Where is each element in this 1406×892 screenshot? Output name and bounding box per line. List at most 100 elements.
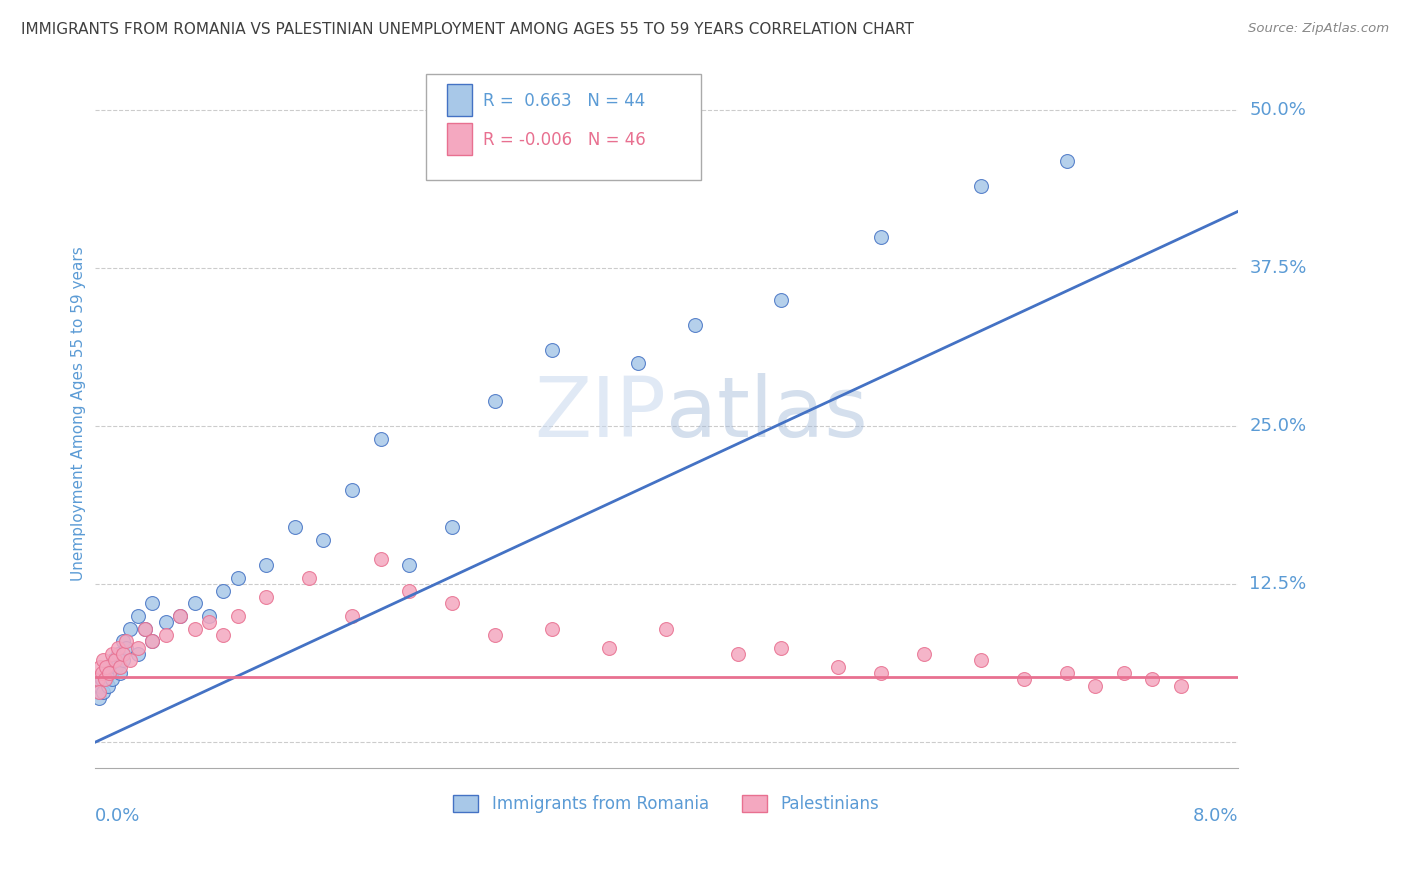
Point — [155, 628, 177, 642]
Point — [141, 634, 163, 648]
Point — [727, 647, 749, 661]
Point — [134, 622, 156, 636]
Point — [769, 640, 792, 655]
Point — [284, 520, 307, 534]
Text: 50.0%: 50.0% — [1250, 101, 1306, 120]
Point — [212, 628, 235, 642]
Point — [598, 640, 620, 655]
Point — [970, 179, 993, 194]
Point — [1056, 665, 1078, 680]
Point — [115, 640, 138, 655]
Text: R =  0.663   N = 44: R = 0.663 N = 44 — [484, 92, 645, 110]
Text: 25.0%: 25.0% — [1250, 417, 1306, 435]
Point — [86, 685, 108, 699]
Point — [169, 609, 191, 624]
Point — [127, 640, 149, 655]
Point — [1112, 665, 1135, 680]
Point — [89, 679, 111, 693]
Text: R = -0.006   N = 46: R = -0.006 N = 46 — [484, 130, 647, 149]
Point — [198, 609, 221, 624]
Point — [441, 520, 464, 534]
Point — [101, 672, 124, 686]
Point — [1170, 679, 1192, 693]
Point — [127, 647, 149, 661]
Point — [103, 653, 125, 667]
Point — [370, 552, 392, 566]
Point — [184, 596, 207, 610]
Point — [87, 685, 110, 699]
Point — [112, 647, 135, 661]
Point — [769, 293, 792, 307]
Point — [1012, 672, 1035, 686]
Text: atlas: atlas — [666, 373, 868, 454]
Point — [1084, 679, 1107, 693]
Point — [90, 672, 112, 686]
Point — [98, 659, 121, 673]
FancyBboxPatch shape — [447, 85, 472, 116]
Point — [184, 622, 207, 636]
Point — [1142, 672, 1164, 686]
Point — [120, 653, 142, 667]
Point — [107, 647, 129, 661]
Point — [655, 622, 678, 636]
Point — [97, 679, 120, 693]
Point — [141, 634, 163, 648]
Point — [98, 665, 121, 680]
Point — [105, 659, 128, 673]
Point — [484, 628, 506, 642]
FancyBboxPatch shape — [426, 74, 700, 180]
Point — [226, 609, 249, 624]
Text: 37.5%: 37.5% — [1250, 260, 1306, 277]
Point — [254, 558, 277, 573]
Legend: Immigrants from Romania, Palestinians: Immigrants from Romania, Palestinians — [447, 788, 886, 820]
Point — [869, 665, 891, 680]
Point — [298, 571, 321, 585]
Point — [112, 653, 135, 667]
Point — [91, 685, 114, 699]
Point — [627, 356, 650, 370]
Point — [94, 659, 117, 673]
Text: 8.0%: 8.0% — [1192, 806, 1239, 824]
Point — [441, 596, 464, 610]
Point — [112, 634, 135, 648]
Point — [398, 558, 420, 573]
Point — [101, 647, 124, 661]
Point — [827, 659, 849, 673]
Point — [212, 583, 235, 598]
Point — [869, 229, 891, 244]
Point — [312, 533, 335, 547]
Point — [340, 609, 363, 624]
Point — [226, 571, 249, 585]
Point — [91, 653, 114, 667]
Text: 12.5%: 12.5% — [1250, 575, 1306, 593]
Y-axis label: Unemployment Among Ages 55 to 59 years: Unemployment Among Ages 55 to 59 years — [72, 246, 86, 581]
Point — [683, 318, 706, 333]
Point — [87, 691, 110, 706]
Point — [141, 596, 163, 610]
Point — [115, 634, 138, 648]
Text: Source: ZipAtlas.com: Source: ZipAtlas.com — [1249, 22, 1389, 36]
Point — [1056, 153, 1078, 168]
FancyBboxPatch shape — [447, 123, 472, 155]
Point — [484, 394, 506, 409]
Point — [90, 665, 112, 680]
Point — [541, 622, 564, 636]
Point — [169, 609, 191, 624]
Point — [134, 622, 156, 636]
Point — [93, 672, 115, 686]
Point — [120, 622, 142, 636]
Point — [107, 640, 129, 655]
Text: IMMIGRANTS FROM ROMANIA VS PALESTINIAN UNEMPLOYMENT AMONG AGES 55 TO 59 YEARS CO: IMMIGRANTS FROM ROMANIA VS PALESTINIAN U… — [21, 22, 914, 37]
Text: 0.0%: 0.0% — [94, 806, 141, 824]
Point — [104, 653, 127, 667]
Point — [398, 583, 420, 598]
Text: ZIP: ZIP — [534, 373, 666, 454]
Point — [541, 343, 564, 358]
Point — [254, 590, 277, 604]
Point — [155, 615, 177, 630]
Point — [127, 609, 149, 624]
Point — [198, 615, 221, 630]
Point — [110, 659, 132, 673]
Point — [912, 647, 935, 661]
Point — [970, 653, 993, 667]
